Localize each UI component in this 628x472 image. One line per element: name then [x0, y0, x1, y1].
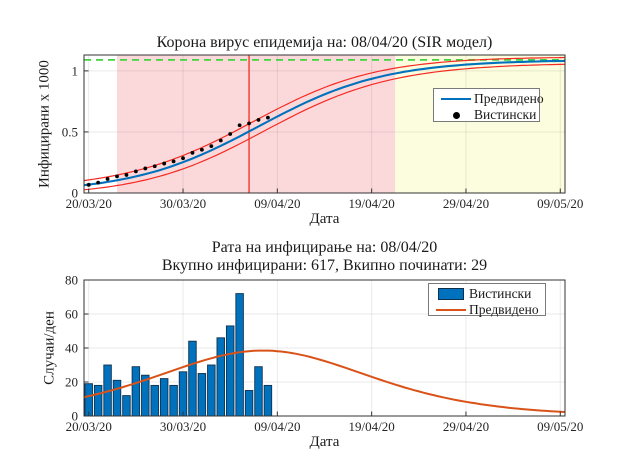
legend-item-predicted: Предвидено [438, 91, 544, 107]
top-legend: Предвидено Вистински [433, 88, 544, 123]
actual-data-point [96, 180, 101, 185]
y-tick-label: 40 [65, 341, 78, 356]
daily-cases-bar [84, 383, 93, 417]
legend-item-predicted-rate: Предвидено [433, 302, 541, 318]
bottom-chart-title: Рата на инфицирање на: 08/04/20 [211, 239, 438, 256]
bottom-y-axis-label: Случаи/ден [41, 311, 58, 385]
x-tick-label: 20/03/20 [66, 196, 112, 211]
actual-data-point [228, 132, 233, 136]
actual-data-point [218, 138, 223, 143]
x-tick-label: 30/03/20 [160, 419, 206, 434]
x-tick-label: 09/05/20 [537, 419, 583, 434]
x-tick-label: 19/04/20 [349, 196, 395, 211]
fit-window-region [117, 55, 396, 193]
bottom-legend: Вистински Предвидено [428, 283, 546, 318]
daily-cases-bar [131, 366, 141, 417]
daily-cases-bar [122, 395, 131, 417]
daily-cases-bar [169, 384, 178, 417]
daily-cases-bar [93, 384, 103, 417]
forecast-window-region [395, 55, 565, 193]
daily-cases-bar [254, 366, 263, 417]
y-tick-label: 0.5 [62, 124, 78, 139]
actual-data-point [86, 182, 91, 187]
daily-cases-bar [235, 293, 244, 417]
legend-label: Предвидено [469, 302, 539, 317]
actual-data-point [143, 166, 148, 171]
actual-data-point [124, 173, 129, 177]
actual-data-point [266, 115, 270, 120]
x-tick-label: 29/04/20 [443, 419, 489, 434]
actual-data-point [171, 159, 176, 164]
actual-data-point [162, 161, 167, 166]
x-tick-label: 30/03/20 [160, 196, 206, 211]
legend-item-actual: Вистински [438, 107, 537, 123]
actual-data-point [190, 150, 195, 155]
actual-dot-swatch [438, 111, 474, 119]
predicted-line [83, 59, 566, 187]
actual-data-point [115, 174, 119, 179]
legend-label: Предвидено [474, 91, 544, 106]
actual-bar-swatch [433, 288, 469, 300]
y-tick-label: 60 [65, 307, 78, 322]
y-tick-label: 1 [72, 63, 79, 78]
y-tick-label: 0 [72, 409, 79, 424]
bottom-chart-subtitle: Вкупно инфицирани: 617, Вкипно починати:… [161, 257, 488, 274]
daily-cases-bar [159, 378, 169, 417]
daily-cases-bar [197, 373, 207, 417]
x-tick-label: 19/04/20 [349, 419, 395, 434]
daily-cases-bar [150, 384, 159, 417]
daily-cases-bar [216, 337, 225, 417]
y-tick-label: 80 [65, 273, 78, 288]
actual-data-point [237, 123, 242, 128]
actual-data-point [199, 147, 204, 152]
actual-data-point [152, 164, 157, 169]
legend-label: Вистински [474, 107, 537, 122]
predicted-rate-line [83, 349, 566, 413]
x-tick-label: 09/05/20 [537, 196, 583, 211]
x-tick-label: 20/03/20 [66, 419, 112, 434]
x-tick-label: 09/04/20 [254, 196, 300, 211]
daily-cases-bar [263, 384, 273, 417]
axes-box [83, 54, 566, 194]
predicted-line-swatch [433, 309, 469, 311]
actual-data-point [133, 169, 138, 174]
daily-cases-bar [112, 379, 122, 417]
confidence-lower-line [83, 63, 566, 191]
top-x-axis-label: Дата [309, 211, 340, 227]
top-y-axis-label: Инфицирани x 1000 [36, 60, 53, 188]
actual-data-point [181, 156, 185, 161]
actual-data-point [247, 121, 251, 126]
daily-cases-bar [188, 340, 197, 417]
predicted-line-swatch [438, 98, 474, 100]
x-tick-label: 09/04/20 [254, 419, 300, 434]
actual-data-point [105, 177, 110, 181]
daily-cases-bar [207, 364, 216, 417]
legend-label: Вистински [469, 286, 532, 301]
daily-cases-bar [178, 371, 188, 417]
actual-data-point [256, 117, 261, 122]
y-tick-label: 20 [65, 375, 78, 390]
daily-cases-bar [244, 390, 254, 417]
bottom-x-axis-label: Дата [309, 434, 340, 450]
top-chart-title: Корона вирус епидемија на: 08/04/20 (SIR… [156, 34, 493, 51]
y-tick-label: 0 [72, 186, 79, 201]
actual-data-point [209, 144, 214, 149]
legend-item-actual-bars: Вистински [433, 286, 541, 302]
x-tick-label: 29/04/20 [443, 196, 489, 211]
daily-cases-bar [225, 325, 235, 417]
